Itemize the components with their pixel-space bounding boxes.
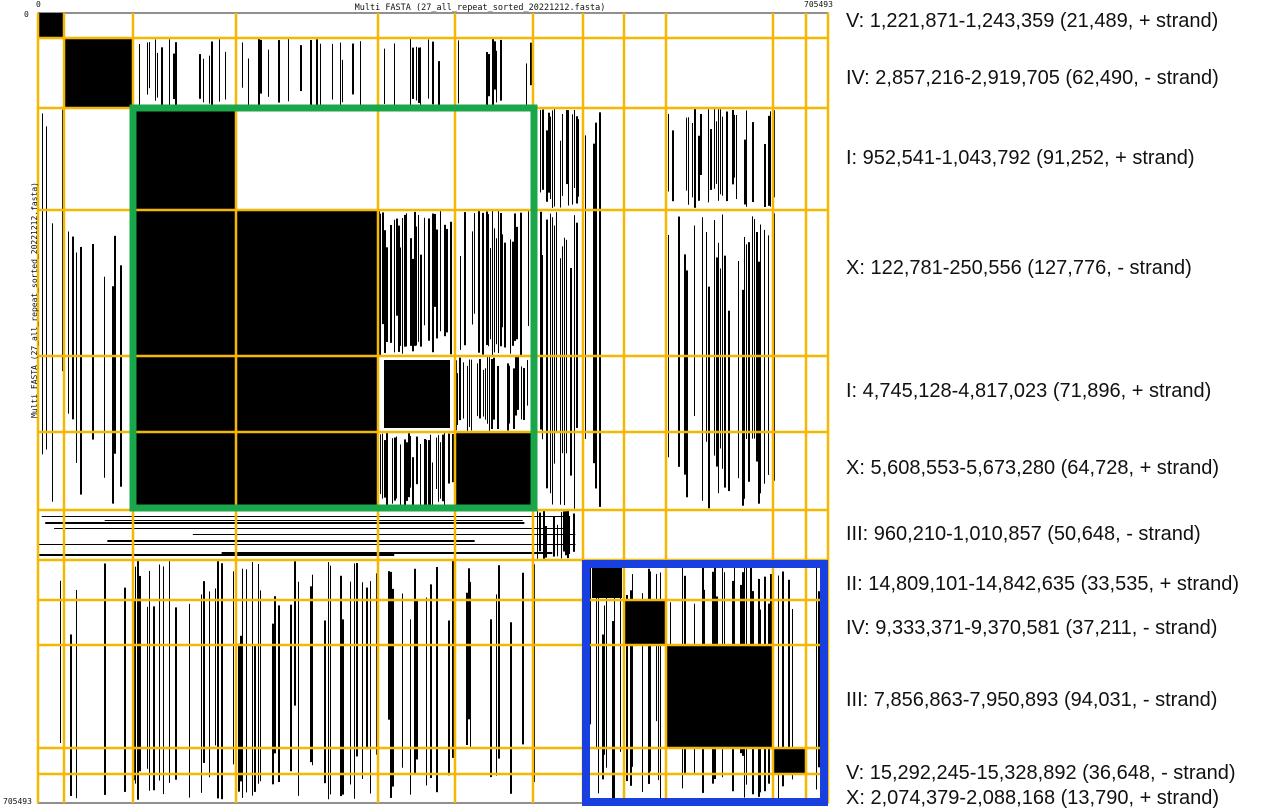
dot-region <box>38 516 576 556</box>
dot-region <box>242 38 532 108</box>
repeat-block <box>38 13 64 38</box>
repeat-block <box>384 360 450 428</box>
dot-region <box>537 510 575 559</box>
dot-region <box>540 108 579 208</box>
y-axis-label: Multi FASTA (27_all_repeat_sorted_202212… <box>30 181 39 419</box>
green-highlight-box <box>129 104 538 512</box>
x-axis-end-tick: 705493 <box>804 0 833 9</box>
repeat-block <box>133 108 236 210</box>
x-axis-start-tick: 0 <box>36 0 41 9</box>
repeat-block <box>455 432 533 510</box>
dot-region <box>585 112 601 507</box>
dot-region <box>68 231 122 504</box>
dot-region <box>540 211 578 509</box>
y-axis-start-tick: 0 <box>24 10 29 19</box>
dot-region <box>668 108 775 208</box>
y-axis-end-tick: 705493 <box>3 797 32 806</box>
dot-region <box>240 432 455 510</box>
dot-region <box>378 210 533 356</box>
plot-title: Multi FASTA (27_all_repeat_sorted_202212… <box>354 3 606 13</box>
dot-region <box>139 39 226 108</box>
blue-highlight-box <box>582 560 828 806</box>
dot-region <box>590 560 820 800</box>
repeat-block <box>236 210 378 356</box>
repeat-block <box>64 38 133 108</box>
repeat-block <box>666 645 773 748</box>
